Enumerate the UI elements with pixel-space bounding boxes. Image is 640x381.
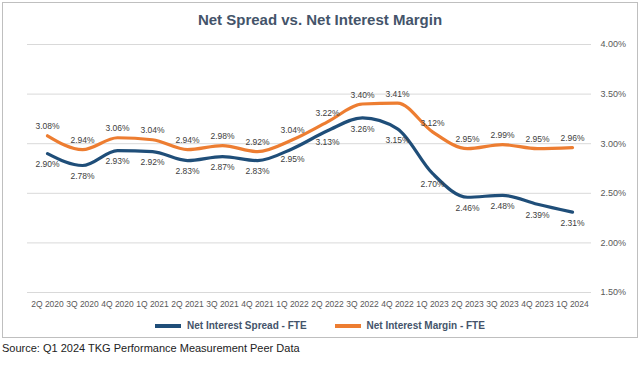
svg-text:2.95%: 2.95% xyxy=(280,154,305,164)
svg-text:2.99%: 2.99% xyxy=(490,130,515,140)
svg-text:3.50%: 3.50% xyxy=(601,89,627,99)
svg-text:1Q 2022: 1Q 2022 xyxy=(276,299,309,309)
svg-text:2.00%: 2.00% xyxy=(601,238,627,248)
svg-text:2Q 2023: 2Q 2023 xyxy=(451,299,484,309)
svg-text:3.04%: 3.04% xyxy=(280,125,305,135)
svg-text:2.92%: 2.92% xyxy=(245,137,270,147)
svg-text:2.98%: 2.98% xyxy=(210,131,235,141)
svg-text:3Q 2020: 3Q 2020 xyxy=(66,299,99,309)
svg-text:2.83%: 2.83% xyxy=(175,166,200,176)
svg-text:2Q 2021: 2Q 2021 xyxy=(171,299,204,309)
svg-text:3.15%: 3.15% xyxy=(385,135,410,145)
svg-text:1Q 2021: 1Q 2021 xyxy=(136,299,169,309)
svg-text:2.39%: 2.39% xyxy=(525,210,550,220)
svg-text:2.90%: 2.90% xyxy=(35,159,60,169)
svg-text:2Q 2022: 2Q 2022 xyxy=(311,299,344,309)
svg-text:3.12%: 3.12% xyxy=(420,118,445,128)
svg-text:3Q 2021: 3Q 2021 xyxy=(206,299,239,309)
svg-text:3.26%: 3.26% xyxy=(350,124,375,134)
svg-text:3.08%: 3.08% xyxy=(35,121,60,131)
svg-text:3.00%: 3.00% xyxy=(601,139,627,149)
html-text:Net Interest Margin - FTE: Net Interest Margin - FTE xyxy=(366,320,485,331)
svg-text:1Q 2024: 1Q 2024 xyxy=(556,299,589,309)
svg-text:2.50%: 2.50% xyxy=(601,188,627,198)
svg-text:3Q 2022: 3Q 2022 xyxy=(346,299,379,309)
svg-text:2.93%: 2.93% xyxy=(105,156,130,166)
svg-text:2.46%: 2.46% xyxy=(455,203,480,213)
svg-text:1.50%: 1.50% xyxy=(601,287,627,297)
html-text:Net Spread vs. Net Interest Ma: Net Spread vs. Net Interest Margin xyxy=(197,11,443,28)
svg-text:2.87%: 2.87% xyxy=(210,162,235,172)
svg-text:2.96%: 2.96% xyxy=(560,133,585,143)
svg-text:4Q 2022: 4Q 2022 xyxy=(381,299,414,309)
svg-text:3.41%: 3.41% xyxy=(385,89,410,99)
svg-text:2.95%: 2.95% xyxy=(455,134,480,144)
svg-text:2.83%: 2.83% xyxy=(245,166,270,176)
svg-text:2.94%: 2.94% xyxy=(70,135,95,145)
svg-text:3.22%: 3.22% xyxy=(315,108,340,118)
svg-text:4Q 2021: 4Q 2021 xyxy=(241,299,274,309)
html-text:Source: Q1 2024 TKG Performanc: Source: Q1 2024 TKG Performance Measurem… xyxy=(2,342,300,354)
svg-text:2.78%: 2.78% xyxy=(70,171,95,181)
svg-text:3Q 2023: 3Q 2023 xyxy=(486,299,519,309)
svg-text:1Q 2023: 1Q 2023 xyxy=(416,299,449,309)
svg-text:2.70%: 2.70% xyxy=(420,179,445,189)
svg-text:4Q 2020: 4Q 2020 xyxy=(101,299,134,309)
svg-text:2.31%: 2.31% xyxy=(560,218,585,228)
svg-text:3.04%: 3.04% xyxy=(140,125,165,135)
svg-text:2.95%: 2.95% xyxy=(525,134,550,144)
svg-text:4Q 2023: 4Q 2023 xyxy=(521,299,554,309)
svg-text:3.40%: 3.40% xyxy=(350,90,375,100)
svg-text:2.92%: 2.92% xyxy=(140,157,165,167)
html-text:Net Interest Spread - FTE: Net Interest Spread - FTE xyxy=(187,320,307,331)
svg-text:2Q 2020: 2Q 2020 xyxy=(31,299,64,309)
svg-text:3.13%: 3.13% xyxy=(315,137,340,147)
svg-text:4.00%: 4.00% xyxy=(601,39,627,49)
svg-text:3.06%: 3.06% xyxy=(105,123,130,133)
svg-text:2.94%: 2.94% xyxy=(175,135,200,145)
svg-text:2.48%: 2.48% xyxy=(490,201,515,211)
